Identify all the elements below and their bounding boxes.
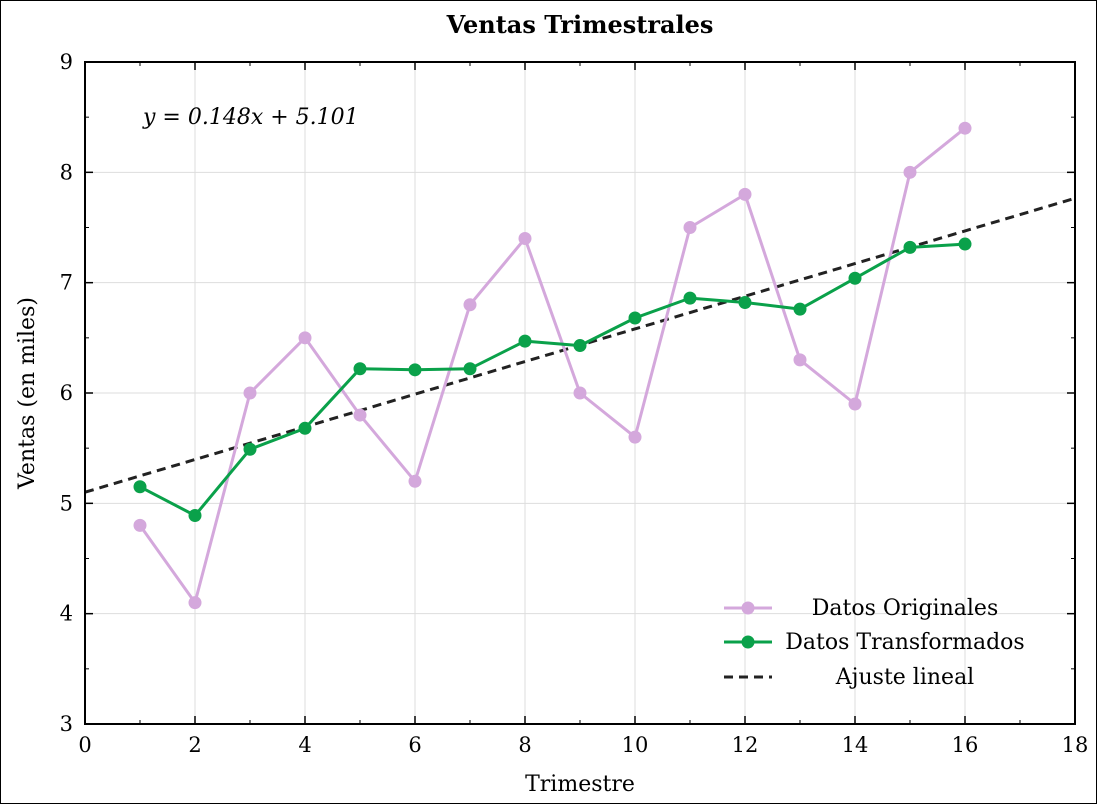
datos-originales-point xyxy=(573,386,587,400)
datos-transformados-point xyxy=(848,271,862,285)
datos-transformados-point xyxy=(188,508,202,522)
datos-transformados-point xyxy=(133,480,147,494)
datos-transformados-point xyxy=(793,302,807,316)
y-axis-label: Ventas (en miles) xyxy=(15,297,40,490)
datos-originales-point xyxy=(793,353,807,367)
datos-transformados-point xyxy=(298,421,312,435)
datos-originales-point xyxy=(463,298,477,312)
x-tick-label: 12 xyxy=(732,733,759,757)
y-tick-label: 5 xyxy=(60,491,73,515)
datos-originales-point xyxy=(628,430,642,444)
datos-originales-point xyxy=(683,221,697,234)
datos-transformados-point xyxy=(408,363,422,377)
legend: Datos Originales Datos Transformados Ajust… xyxy=(724,596,1025,690)
series-group xyxy=(133,121,972,610)
legend-label-datos-transformados: Datos Transformados xyxy=(785,630,1024,655)
datos-originales-point xyxy=(133,518,147,532)
datos-transformados-point xyxy=(463,362,477,376)
fit-equation-annotation: y = 0.148x + 5.101 xyxy=(142,105,359,130)
y-tick-label: 9 xyxy=(60,50,73,74)
legend-marker-datos-transformados xyxy=(741,635,755,649)
y-tick-label: 3 xyxy=(60,712,73,736)
tick-labels: 0 2 4 6 8 10 12 14 16 18 3 4 5 6 7 8 9 xyxy=(60,50,1089,757)
datos-originales-point xyxy=(903,165,917,179)
datos-originales-point xyxy=(298,331,312,345)
y-tick-label: 7 xyxy=(60,271,73,295)
datos-transformados-point xyxy=(628,311,642,325)
datos-transformados-point xyxy=(518,334,532,348)
x-tick-label: 6 xyxy=(408,733,421,757)
x-tick-label: 18 xyxy=(1062,733,1089,757)
datos-transformados-point xyxy=(243,442,257,456)
datos-transformados-point xyxy=(683,291,697,305)
datos-originales-point xyxy=(243,386,257,400)
datos-transformados-point xyxy=(903,240,917,254)
y-tick-label: 6 xyxy=(60,381,73,405)
datos-transformados-line xyxy=(139,242,966,517)
x-tick-label: 4 xyxy=(298,733,311,757)
chart-title: Ventas Trimestrales xyxy=(446,10,714,39)
x-tick-label: 0 xyxy=(78,733,91,757)
datos-originales-point xyxy=(188,596,202,610)
x-axis-label: Trimestre xyxy=(525,772,635,797)
datos-transformados-point xyxy=(958,237,972,251)
datos-originales-point xyxy=(738,187,752,201)
x-tick-label: 8 xyxy=(518,733,531,757)
x-tick-label: 14 xyxy=(842,733,869,757)
x-tick-label: 2 xyxy=(188,733,201,757)
datos-transformados-point xyxy=(573,339,587,353)
y-tick-label: 4 xyxy=(60,602,73,626)
datos-originales-point xyxy=(848,397,862,411)
legend-label-datos-originales: Datos Originales xyxy=(812,596,998,621)
datos-transformados-point xyxy=(353,362,367,376)
datos-originales-point xyxy=(518,232,532,246)
datos-originales-point xyxy=(353,408,367,422)
legend-marker-datos-originales xyxy=(741,601,755,615)
x-tick-label: 16 xyxy=(952,733,979,757)
datos-transformados-point xyxy=(738,296,752,310)
y-tick-label: 8 xyxy=(60,160,73,184)
legend-label-ajuste-lineal: Ajuste lineal xyxy=(835,665,974,690)
datos-originales-point xyxy=(958,121,972,135)
x-tick-label: 10 xyxy=(622,733,649,757)
datos-originales-line xyxy=(138,127,966,605)
datos-originales-point xyxy=(408,474,422,488)
ticks xyxy=(84,61,1076,725)
plot-area xyxy=(85,121,1075,610)
